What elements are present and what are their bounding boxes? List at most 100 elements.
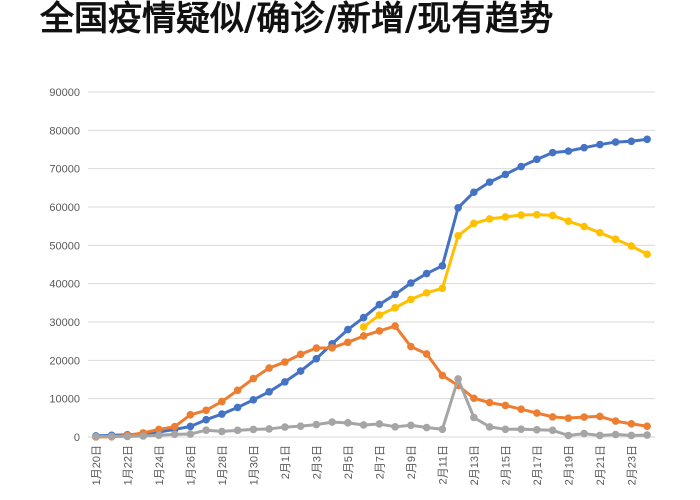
series-line xyxy=(95,137,648,438)
point xyxy=(485,178,494,186)
point xyxy=(359,323,368,331)
point xyxy=(249,425,258,434)
point xyxy=(485,215,494,223)
point xyxy=(281,358,289,366)
point xyxy=(485,398,494,407)
point xyxy=(218,427,226,436)
point xyxy=(454,203,462,212)
y-tick-label: 10000 xyxy=(49,394,80,406)
point xyxy=(359,332,368,340)
x-tick-label: 2月5日 xyxy=(343,445,355,479)
point xyxy=(454,375,462,383)
point xyxy=(596,431,604,440)
point xyxy=(233,426,242,435)
point xyxy=(92,432,100,441)
point xyxy=(548,148,557,157)
point xyxy=(611,235,620,243)
point xyxy=(422,423,431,432)
point xyxy=(580,222,588,231)
point xyxy=(470,413,478,422)
point xyxy=(438,284,447,293)
point xyxy=(517,162,525,171)
point xyxy=(233,403,242,412)
point xyxy=(627,242,636,250)
point xyxy=(202,426,210,435)
point xyxy=(328,344,336,352)
point xyxy=(375,300,384,309)
y-tick-label: 50000 xyxy=(49,240,80,252)
point xyxy=(596,412,604,421)
point xyxy=(107,432,116,441)
point xyxy=(186,430,195,438)
x-tick-label: 2月7日 xyxy=(374,445,386,479)
point xyxy=(470,219,478,228)
x-tick-label: 1月26日 xyxy=(185,445,197,485)
point xyxy=(533,425,541,434)
point xyxy=(564,217,573,225)
point xyxy=(249,374,258,383)
x-tick-label: 2月13日 xyxy=(469,445,481,485)
point xyxy=(202,406,210,415)
x-tick-label: 1月20日 xyxy=(91,445,103,485)
point xyxy=(375,327,384,335)
point xyxy=(265,364,273,372)
point xyxy=(296,367,305,375)
point xyxy=(596,140,604,149)
point xyxy=(627,431,636,440)
point xyxy=(281,423,289,431)
x-tick-label: 1月30日 xyxy=(248,445,260,485)
point xyxy=(265,425,273,433)
point xyxy=(517,405,525,413)
point xyxy=(344,325,352,334)
point xyxy=(359,421,368,429)
point xyxy=(312,420,321,429)
point xyxy=(296,350,305,359)
point xyxy=(438,425,447,434)
point xyxy=(564,414,573,422)
chart-title: 全国疫情疑似/确诊/新增/现有趋势 xyxy=(39,0,553,39)
point xyxy=(611,138,620,146)
point xyxy=(375,420,384,428)
point xyxy=(123,432,132,441)
x-tick-label: 2月9日 xyxy=(406,445,418,479)
point xyxy=(501,170,510,179)
y-tick-label: 90000 xyxy=(49,87,80,99)
point xyxy=(564,147,573,155)
point xyxy=(517,425,525,433)
point xyxy=(548,413,557,421)
point xyxy=(170,422,179,431)
point xyxy=(548,211,557,220)
x-tick-label: 2月1日 xyxy=(280,445,292,479)
point xyxy=(611,417,620,425)
point xyxy=(422,269,431,278)
point xyxy=(296,422,305,430)
point xyxy=(611,430,620,439)
series-line xyxy=(362,213,648,329)
point xyxy=(643,135,651,144)
point xyxy=(501,425,510,434)
point xyxy=(375,311,384,319)
y-tick-label: 30000 xyxy=(49,317,80,329)
y-tick-label: 80000 xyxy=(49,125,80,137)
x-tick-label: 2月21日 xyxy=(595,445,607,485)
point xyxy=(580,429,588,438)
point xyxy=(596,228,604,237)
point xyxy=(186,422,195,431)
point xyxy=(391,304,399,312)
x-tick-label: 2月3日 xyxy=(311,445,323,479)
point xyxy=(643,431,651,439)
x-tick-label: 2月17日 xyxy=(532,445,544,485)
point xyxy=(485,423,494,431)
point xyxy=(627,137,636,146)
point xyxy=(422,289,431,297)
point xyxy=(438,262,447,270)
x-tick-label: 1月24日 xyxy=(154,445,166,485)
point xyxy=(533,210,541,219)
point xyxy=(218,397,226,406)
point xyxy=(233,386,242,395)
point xyxy=(407,421,415,430)
point xyxy=(391,322,399,330)
y-tick-label: 70000 xyxy=(49,164,80,176)
